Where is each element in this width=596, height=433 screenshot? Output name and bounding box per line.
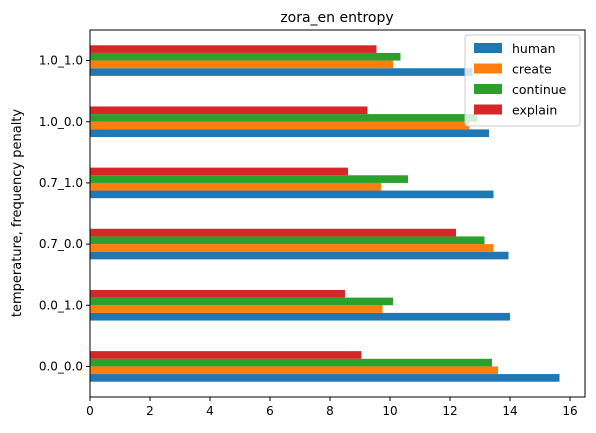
x-tick-label: 4: [206, 404, 214, 418]
bar-explain-0.7_1.0: [90, 167, 348, 176]
legend-swatch-explain: [474, 104, 502, 115]
bar-human-0.7_1.0: [90, 190, 494, 199]
bar-create-1.0_1.0: [90, 60, 393, 69]
bar-create-1.0_0.0: [90, 121, 470, 130]
legend-label-explain: explain: [512, 103, 557, 118]
x-tick-label: 0: [86, 404, 94, 418]
bar-continue-1.0_1.0: [90, 52, 401, 61]
bar-explain-0.0_1.0: [90, 289, 345, 298]
legend: human create continue explain: [464, 34, 581, 127]
x-tick-label: 16: [562, 404, 577, 418]
bar-continue-0.7_0.0: [90, 236, 485, 245]
bar-human-0.0_1.0: [90, 312, 510, 321]
y-tick-label: 0.7_0.0: [39, 237, 83, 251]
bar-human-1.0_0.0: [90, 129, 489, 138]
legend-label-create: create: [512, 62, 552, 77]
bar-human-0.7_0.0: [90, 251, 509, 260]
legend-swatch-continue: [474, 84, 502, 94]
x-tick-label: 6: [266, 404, 274, 418]
bar-continue-0.0_0.0: [90, 358, 492, 367]
bar-continue-1.0_0.0: [90, 114, 477, 122]
x-tick-label: 10: [382, 404, 397, 418]
bar-create-0.0_0.0: [90, 366, 498, 375]
legend-label-continue: continue: [512, 82, 567, 97]
bar-explain-1.0_0.0: [90, 106, 368, 115]
chart-title: zora_en entropy: [280, 10, 393, 26]
x-tick-label: 12: [442, 404, 457, 418]
legend-label-human: human: [512, 41, 556, 56]
bar-create-0.7_1.0: [90, 182, 381, 191]
bar-human-0.0_0.0: [90, 374, 560, 382]
plot-frame: [89, 29, 586, 398]
legend-swatch-human: [474, 43, 502, 53]
bar-continue-0.0_1.0: [90, 297, 393, 306]
y-axis-label: temperature, frequency penalty: [10, 109, 25, 317]
bar-create-0.7_0.0: [90, 244, 494, 252]
x-tick-label: 14: [502, 404, 517, 418]
legend-box: [464, 34, 581, 127]
y-tick-label: 1.0_1.0: [39, 54, 83, 68]
bars-layer: [90, 45, 560, 382]
bar-create-0.0_1.0: [90, 305, 383, 313]
bar-human-1.0_1.0: [90, 68, 473, 76]
legend-swatch-create: [474, 63, 502, 74]
bar-explain-1.0_1.0: [90, 45, 377, 53]
x-axis: 0 2 4 6 8 10 12 14 16: [86, 397, 578, 418]
y-tick-label: 1.0_0.0: [39, 115, 83, 129]
y-tick-label: 0.0_1.0: [39, 298, 83, 312]
y-tick-label: 0.7_1.0: [39, 176, 83, 190]
bar-continue-0.7_1.0: [90, 175, 408, 183]
bar-explain-0.0_0.0: [90, 351, 362, 359]
bar-explain-0.7_0.0: [90, 228, 456, 237]
x-tick-label: 8: [326, 404, 334, 418]
y-axis: 0.0_0.0 0.0_1.0 0.7_0.0 0.7_1.0 1.0_0.0 1.0_1…: [39, 54, 90, 373]
x-tick-label: 2: [146, 404, 154, 418]
y-tick-label: 0.0_0.0: [39, 359, 83, 373]
